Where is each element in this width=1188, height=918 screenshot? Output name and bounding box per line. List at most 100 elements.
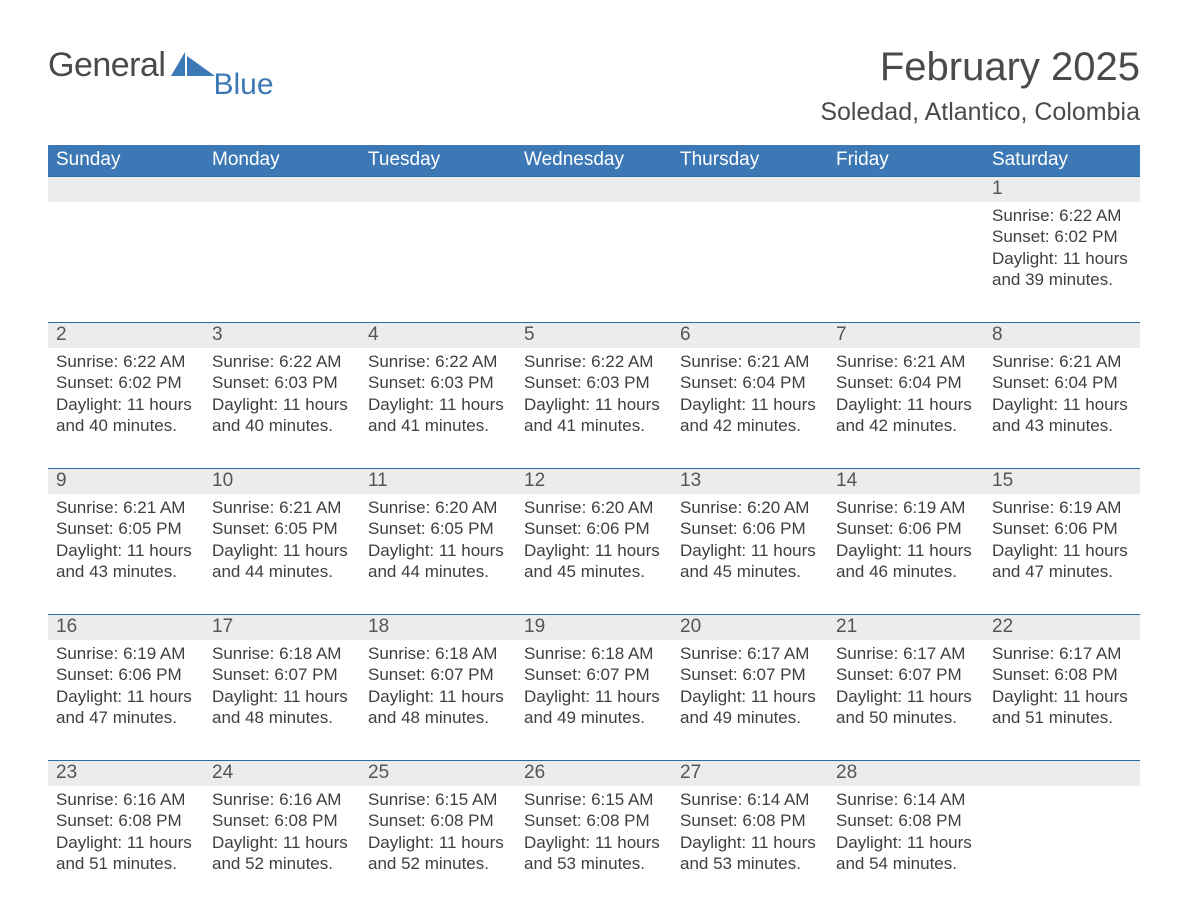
sunset-text: Sunset: 6:06 PM — [680, 518, 820, 539]
day-number: 18 — [360, 615, 516, 640]
sunset-text: Sunset: 6:08 PM — [836, 810, 976, 831]
sunrise-text: Sunrise: 6:18 AM — [212, 643, 352, 664]
day-number: 19 — [516, 615, 672, 640]
sunset-text: Sunset: 6:08 PM — [680, 810, 820, 831]
sunset-text: Sunset: 6:07 PM — [680, 664, 820, 685]
day-cell: Sunrise: 6:17 AMSunset: 6:08 PMDaylight:… — [984, 640, 1140, 732]
day-number: 13 — [672, 469, 828, 494]
sunrise-text: Sunrise: 6:15 AM — [524, 789, 664, 810]
day-cell: Sunrise: 6:18 AMSunset: 6:07 PMDaylight:… — [516, 640, 672, 732]
brand-word-general: General — [48, 46, 165, 85]
weekday-header: Wednesday — [516, 145, 672, 176]
daylight-text-line1: Daylight: 11 hours — [680, 832, 820, 853]
sunset-text: Sunset: 6:07 PM — [524, 664, 664, 685]
daylight-text-line1: Daylight: 11 hours — [992, 540, 1132, 561]
day-cell: Sunrise: 6:17 AMSunset: 6:07 PMDaylight:… — [672, 640, 828, 732]
day-cell — [360, 202, 516, 294]
sunset-text: Sunset: 6:02 PM — [992, 226, 1132, 247]
day-number — [984, 761, 1140, 786]
day-number-row: 9101112131415 — [48, 468, 1140, 494]
sunrise-text: Sunrise: 6:19 AM — [992, 497, 1132, 518]
calendar-week: 232425262728Sunrise: 6:16 AMSunset: 6:08… — [48, 760, 1140, 878]
day-number: 23 — [48, 761, 204, 786]
daylight-text-line1: Daylight: 11 hours — [212, 832, 352, 853]
daylight-text-line2: and 42 minutes. — [836, 415, 976, 436]
calendar-week: 9101112131415Sunrise: 6:21 AMSunset: 6:0… — [48, 468, 1140, 586]
day-number: 1 — [984, 177, 1140, 202]
daylight-text-line2: and 49 minutes. — [680, 707, 820, 728]
day-cell: Sunrise: 6:21 AMSunset: 6:05 PMDaylight:… — [48, 494, 204, 586]
day-number-row: 2345678 — [48, 322, 1140, 348]
sunrise-text: Sunrise: 6:22 AM — [56, 351, 196, 372]
sunset-text: Sunset: 6:05 PM — [212, 518, 352, 539]
daylight-text-line1: Daylight: 11 hours — [524, 832, 664, 853]
daylight-text-line1: Daylight: 11 hours — [212, 394, 352, 415]
day-cell: Sunrise: 6:22 AMSunset: 6:02 PMDaylight:… — [48, 348, 204, 440]
weekday-header: Sunday — [48, 145, 204, 176]
daylight-text-line2: and 50 minutes. — [836, 707, 976, 728]
daylight-text-line1: Daylight: 11 hours — [368, 540, 508, 561]
daylight-text-line2: and 49 minutes. — [524, 707, 664, 728]
day-number: 26 — [516, 761, 672, 786]
daylight-text-line1: Daylight: 11 hours — [680, 540, 820, 561]
day-number: 12 — [516, 469, 672, 494]
day-number: 20 — [672, 615, 828, 640]
day-cell: Sunrise: 6:22 AMSunset: 6:02 PMDaylight:… — [984, 202, 1140, 294]
daylight-text-line2: and 52 minutes. — [212, 853, 352, 874]
day-cell — [984, 786, 1140, 878]
daylight-text-line2: and 48 minutes. — [212, 707, 352, 728]
daylight-text-line2: and 40 minutes. — [56, 415, 196, 436]
sunrise-text: Sunrise: 6:20 AM — [680, 497, 820, 518]
daylight-text-line1: Daylight: 11 hours — [56, 394, 196, 415]
sunrise-text: Sunrise: 6:14 AM — [680, 789, 820, 810]
daylight-text-line1: Daylight: 11 hours — [992, 394, 1132, 415]
daylight-text-line2: and 46 minutes. — [836, 561, 976, 582]
daylight-text-line2: and 53 minutes. — [680, 853, 820, 874]
calendar: SundayMondayTuesdayWednesdayThursdayFrid… — [48, 145, 1140, 878]
sunrise-text: Sunrise: 6:21 AM — [680, 351, 820, 372]
daylight-text-line1: Daylight: 11 hours — [212, 686, 352, 707]
sunrise-text: Sunrise: 6:18 AM — [524, 643, 664, 664]
day-number-row: 16171819202122 — [48, 614, 1140, 640]
sunrise-text: Sunrise: 6:21 AM — [56, 497, 196, 518]
sunrise-text: Sunrise: 6:18 AM — [368, 643, 508, 664]
day-content-row: Sunrise: 6:22 AMSunset: 6:02 PMDaylight:… — [48, 202, 1140, 294]
title-block: February 2025 Soledad, Atlantico, Colomb… — [820, 46, 1140, 127]
day-cell: Sunrise: 6:15 AMSunset: 6:08 PMDaylight:… — [360, 786, 516, 878]
day-cell: Sunrise: 6:14 AMSunset: 6:08 PMDaylight:… — [672, 786, 828, 878]
sunset-text: Sunset: 6:05 PM — [56, 518, 196, 539]
day-cell: Sunrise: 6:22 AMSunset: 6:03 PMDaylight:… — [204, 348, 360, 440]
sunset-text: Sunset: 6:04 PM — [992, 372, 1132, 393]
sunset-text: Sunset: 6:07 PM — [836, 664, 976, 685]
day-cell: Sunrise: 6:22 AMSunset: 6:03 PMDaylight:… — [516, 348, 672, 440]
sunset-text: Sunset: 6:06 PM — [524, 518, 664, 539]
sunset-text: Sunset: 6:07 PM — [212, 664, 352, 685]
day-cell: Sunrise: 6:21 AMSunset: 6:04 PMDaylight:… — [984, 348, 1140, 440]
sunrise-text: Sunrise: 6:21 AM — [992, 351, 1132, 372]
daylight-text-line1: Daylight: 11 hours — [524, 394, 664, 415]
daylight-text-line1: Daylight: 11 hours — [56, 832, 196, 853]
day-number-row: 232425262728 — [48, 760, 1140, 786]
weekday-header: Friday — [828, 145, 984, 176]
daylight-text-line1: Daylight: 11 hours — [368, 832, 508, 853]
day-number: 22 — [984, 615, 1140, 640]
daylight-text-line1: Daylight: 11 hours — [836, 832, 976, 853]
day-cell: Sunrise: 6:20 AMSunset: 6:06 PMDaylight:… — [672, 494, 828, 586]
day-number: 3 — [204, 323, 360, 348]
daylight-text-line1: Daylight: 11 hours — [836, 394, 976, 415]
daylight-text-line1: Daylight: 11 hours — [524, 540, 664, 561]
daylight-text-line2: and 51 minutes. — [992, 707, 1132, 728]
sunrise-text: Sunrise: 6:16 AM — [212, 789, 352, 810]
sunset-text: Sunset: 6:08 PM — [212, 810, 352, 831]
day-number — [48, 177, 204, 202]
day-content-row: Sunrise: 6:22 AMSunset: 6:02 PMDaylight:… — [48, 348, 1140, 440]
sunset-text: Sunset: 6:05 PM — [368, 518, 508, 539]
day-number: 21 — [828, 615, 984, 640]
day-content-row: Sunrise: 6:21 AMSunset: 6:05 PMDaylight:… — [48, 494, 1140, 586]
calendar-week: 1Sunrise: 6:22 AMSunset: 6:02 PMDaylight… — [48, 176, 1140, 294]
sunrise-text: Sunrise: 6:19 AM — [56, 643, 196, 664]
day-number: 17 — [204, 615, 360, 640]
day-cell: Sunrise: 6:21 AMSunset: 6:04 PMDaylight:… — [672, 348, 828, 440]
sunrise-text: Sunrise: 6:22 AM — [992, 205, 1132, 226]
day-number: 2 — [48, 323, 204, 348]
